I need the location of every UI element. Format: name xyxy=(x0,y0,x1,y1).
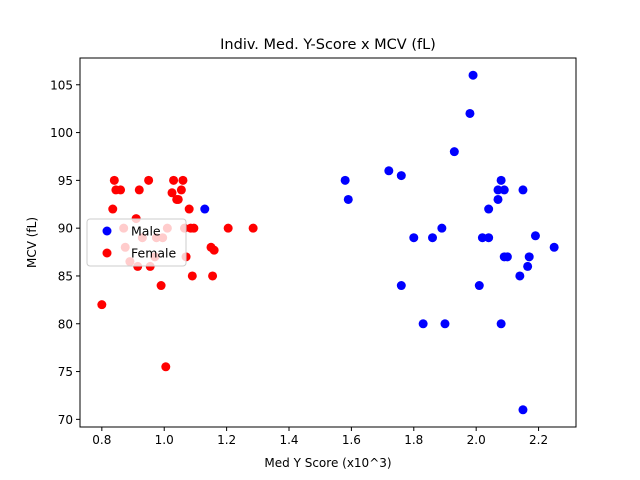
data-point-male xyxy=(502,252,512,262)
data-point-female xyxy=(173,194,183,204)
data-point-female xyxy=(161,362,171,372)
x-tick-label: 2.0 xyxy=(467,433,486,447)
data-point-male xyxy=(468,70,478,80)
data-point-male xyxy=(440,319,450,329)
x-tick-label: 1.6 xyxy=(342,433,361,447)
data-point-male xyxy=(409,233,419,243)
data-point-male xyxy=(515,271,525,281)
x-axis-label: Med Y Score (x10^3) xyxy=(264,456,391,470)
chart-title: Indiv. Med. Y-Score x MCV (fL) xyxy=(220,37,436,53)
data-point-male xyxy=(496,319,506,329)
data-point-female xyxy=(178,175,188,185)
plot-frame xyxy=(79,57,577,428)
data-point-male xyxy=(484,204,494,214)
y-tick-label: 75 xyxy=(58,365,73,379)
data-point-female xyxy=(187,271,197,281)
y-tick-label: 105 xyxy=(50,78,73,92)
data-point-male xyxy=(340,175,350,185)
y-tick-label: 100 xyxy=(50,126,73,140)
x-tick-label: 2.2 xyxy=(529,433,548,447)
y-tick-label: 70 xyxy=(58,413,73,427)
data-point-male xyxy=(396,281,406,291)
data-point-female xyxy=(223,223,233,233)
data-point-female xyxy=(167,188,177,198)
data-point-male xyxy=(437,223,447,233)
data-point-male xyxy=(518,405,528,415)
data-point-male xyxy=(343,194,353,204)
data-point-female xyxy=(184,204,194,214)
y-tick-label: 90 xyxy=(58,222,73,236)
legend-label-male: Male xyxy=(131,224,161,239)
data-point-male xyxy=(530,231,540,241)
data-point-male xyxy=(499,185,509,195)
data-point-female xyxy=(97,300,107,310)
legend-box xyxy=(86,218,187,267)
data-point-female xyxy=(156,281,166,291)
y-axis-ticks: 70 75 80 85 90 95 100 105 xyxy=(50,78,80,427)
data-point-male xyxy=(549,242,559,252)
data-point-female xyxy=(248,223,258,233)
data-point-female xyxy=(116,185,126,195)
data-point-male xyxy=(518,185,528,195)
data-point-female xyxy=(208,271,218,281)
data-point-male xyxy=(384,166,394,176)
data-point-female xyxy=(144,175,154,185)
x-axis-ticks: 0.8 1.0 1.2 1.4 1.6 1.8 2.0 2.2 xyxy=(92,427,548,447)
data-point-female xyxy=(209,245,219,255)
data-point-male xyxy=(484,233,494,243)
data-point-male xyxy=(418,319,428,329)
data-point-female xyxy=(108,204,118,214)
data-point-female xyxy=(189,223,199,233)
data-point-male xyxy=(396,171,406,181)
y-tick-label: 80 xyxy=(58,317,73,331)
legend-marker-male xyxy=(102,226,112,236)
data-point-male xyxy=(474,281,484,291)
y-tick-label: 85 xyxy=(58,269,73,283)
data-point-male xyxy=(477,233,487,243)
legend: Male Female xyxy=(86,218,187,267)
data-point-male xyxy=(496,175,506,185)
data-point-male xyxy=(493,194,503,204)
x-tick-label: 1.8 xyxy=(404,433,423,447)
x-tick-label: 1.2 xyxy=(217,433,236,447)
data-point-female xyxy=(109,175,119,185)
data-point-male xyxy=(200,204,210,214)
legend-label-female: Female xyxy=(131,246,177,261)
x-tick-label: 1.4 xyxy=(279,433,298,447)
data-point-male xyxy=(524,252,534,262)
data-point-male xyxy=(493,185,503,195)
y-tick-label: 95 xyxy=(58,174,73,188)
data-point-female xyxy=(176,185,186,195)
data-point-male xyxy=(465,108,475,118)
data-point-male xyxy=(449,147,459,157)
legend-marker-female xyxy=(102,248,112,258)
x-tick-label: 0.8 xyxy=(92,433,111,447)
data-point-male xyxy=(523,261,533,271)
data-point-female xyxy=(134,185,144,195)
x-tick-label: 1.0 xyxy=(155,433,174,447)
data-point-male xyxy=(428,233,438,243)
data-point-female xyxy=(169,175,179,185)
y-axis-label: MCV (fL) xyxy=(25,217,39,268)
